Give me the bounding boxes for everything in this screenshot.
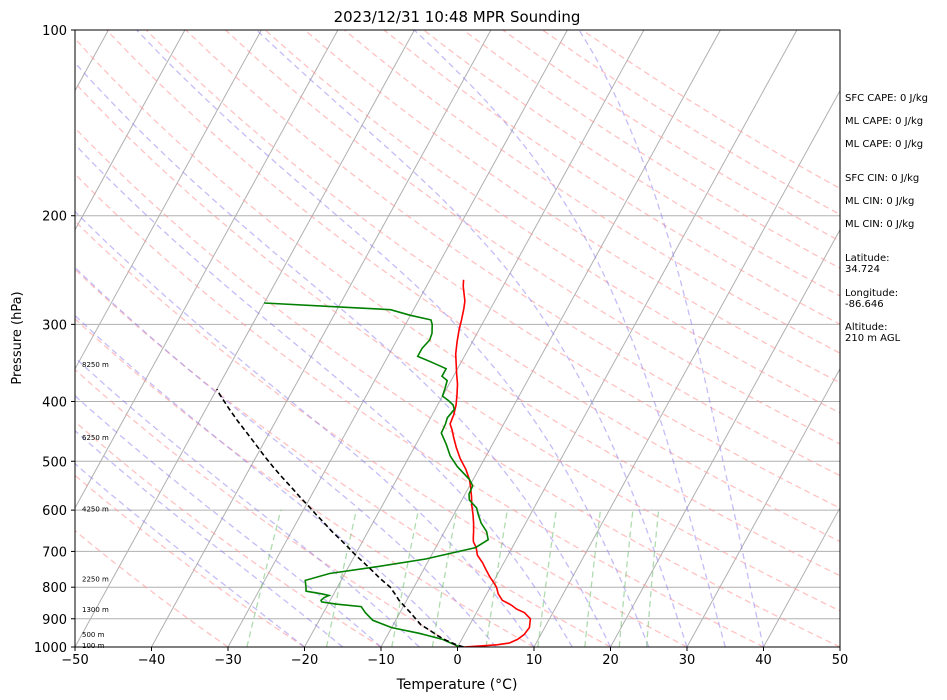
dry-adiabat-line xyxy=(75,220,688,647)
latitude-value: 34.724 xyxy=(845,264,880,275)
moist-adiabat-line xyxy=(75,266,497,647)
dry-adiabat-line xyxy=(106,30,840,543)
mixing-ratio-line xyxy=(618,510,634,647)
moist-adiabat-line xyxy=(75,356,420,647)
temperature-line xyxy=(449,279,532,647)
dry-adiabat-line xyxy=(75,173,764,647)
sfc-cape-text: SFC CAPE: 0 J/kg xyxy=(845,93,928,104)
moist-adiabat-line xyxy=(256,30,688,647)
x-tick-label: −30 xyxy=(214,653,241,668)
x-tick-label: 10 xyxy=(526,653,543,668)
isotherm-line xyxy=(75,30,186,231)
moist-adiabat-line xyxy=(75,462,305,647)
moist-adiabat-line xyxy=(413,30,726,647)
isotherm-line xyxy=(304,30,645,647)
dewpoint-line xyxy=(264,302,490,647)
moist-adiabat-line xyxy=(75,394,382,647)
height-label: 500 m xyxy=(82,631,105,639)
chart-title: 2023/12/31 10:48 MPR Sounding xyxy=(334,8,581,26)
dry-adiabat-line xyxy=(264,30,840,414)
isotherm-line xyxy=(457,30,798,647)
dry-adiabat-line xyxy=(423,30,840,297)
x-tick-label: −40 xyxy=(138,653,165,668)
isotherm-line xyxy=(75,30,262,370)
y-tick-label: 100 xyxy=(42,24,67,39)
dry-adiabat-line xyxy=(75,368,458,647)
ml-cin-text: ML CIN: 0 J/kg xyxy=(845,196,915,207)
moist-adiabat-line xyxy=(75,143,573,647)
mixing-ratio-line xyxy=(325,509,358,647)
height-label: 100 m xyxy=(82,642,105,650)
y-axis-label: Pressure (hPa) xyxy=(10,291,25,384)
y-tick-label: 500 xyxy=(42,455,67,470)
ml-cape-text-2: ML CAPE: 0 J/kg xyxy=(845,139,924,150)
dry-adiabat-line xyxy=(75,529,229,647)
height-label: 6250 m xyxy=(82,434,109,442)
y-tick-label: 800 xyxy=(42,581,67,596)
parcel-profile-line xyxy=(216,388,464,647)
dry-adiabat-line xyxy=(343,30,840,354)
longitude-label: Longitude: xyxy=(845,288,899,299)
altitude-value: 210 m AGL xyxy=(845,333,901,344)
y-tick-label: 1000 xyxy=(34,641,67,656)
ml-cape-text: ML CAPE: 0 J/kg xyxy=(845,116,924,127)
y-tick-label: 600 xyxy=(42,504,67,519)
moist-adiabat-line xyxy=(136,30,650,647)
longitude-value: -86.646 xyxy=(845,299,884,310)
isotherm-line xyxy=(533,89,840,647)
y-tick-label: 700 xyxy=(42,545,67,560)
x-tick-label: 40 xyxy=(755,653,772,668)
dry-adiabat-line xyxy=(185,30,840,477)
dry-adiabat-line xyxy=(383,30,840,325)
isotherm-line xyxy=(151,30,492,647)
y-tick-label: 200 xyxy=(42,210,67,225)
dry-adiabat-line xyxy=(75,82,840,612)
x-tick-label: −10 xyxy=(367,653,394,668)
mixing-ratio-line xyxy=(431,509,458,647)
isotherm-line xyxy=(75,30,415,647)
isotherm-line xyxy=(75,30,339,509)
moist-adiabat-line xyxy=(578,30,765,647)
mixing-ratio-line xyxy=(584,510,602,647)
height-label: 1300 m xyxy=(82,606,109,614)
x-axis-label: Temperature (°C) xyxy=(396,677,518,693)
x-tick-label: 50 xyxy=(832,653,849,668)
x-tick-label: 30 xyxy=(679,653,696,668)
dry-adiabat-line xyxy=(145,30,840,509)
y-tick-label: 900 xyxy=(42,613,67,628)
height-label: 2250 m xyxy=(82,576,109,584)
y-tick-label: 300 xyxy=(42,318,67,333)
isotherm-line xyxy=(763,506,840,647)
mixing-ratio-line xyxy=(246,509,282,647)
mixing-ratio-line xyxy=(537,510,557,647)
ml-cin-text-2: ML CIN: 0 J/kg xyxy=(845,219,915,230)
x-tick-label: 20 xyxy=(602,653,619,668)
x-tick-label: 0 xyxy=(453,653,461,668)
x-tick-label: −50 xyxy=(61,653,88,668)
isotherm-line xyxy=(227,30,568,647)
isotherm-line xyxy=(686,367,840,647)
sfc-cin-text: SFC CIN: 0 J/kg xyxy=(845,173,920,184)
mixing-ratio-line xyxy=(485,509,508,647)
x-tick-label: −20 xyxy=(291,653,318,668)
dry-adiabat-line xyxy=(225,30,840,445)
y-tick-label: 400 xyxy=(42,395,67,410)
height-label: 4250 m xyxy=(82,505,109,513)
dry-adiabat-line xyxy=(75,37,840,577)
latitude-label: Latitude: xyxy=(845,253,890,264)
altitude-label: Altitude: xyxy=(845,322,888,333)
moist-adiabat-line xyxy=(75,210,535,647)
height-label: 8250 m xyxy=(82,361,109,369)
dry-adiabat-line xyxy=(75,127,840,647)
isotherm-line xyxy=(610,228,840,647)
dry-adiabat-line xyxy=(75,317,535,647)
dry-adiabat-line xyxy=(75,420,382,647)
moist-adiabat-line xyxy=(75,314,458,647)
mixing-ratio-line xyxy=(391,509,420,647)
isotherm-line xyxy=(380,30,721,647)
moist-adiabat-line xyxy=(75,61,612,647)
